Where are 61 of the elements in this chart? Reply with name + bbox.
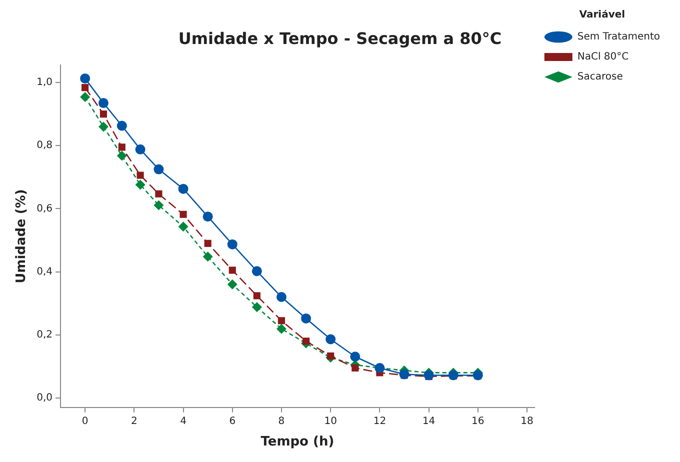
point (116, 120, 127, 131)
point (155, 190, 162, 198)
x-tick-label: 14 (422, 416, 436, 427)
point (352, 364, 359, 372)
x-tick-label: 4 (180, 416, 186, 427)
point (424, 370, 434, 380)
y-tick-label: 0,6 (36, 203, 53, 214)
y-tick-label: 0,2 (36, 329, 53, 340)
x-tick-label: 18 (520, 416, 534, 427)
chart-title: Umidade x Tempo - Secagem a 80°C (178, 28, 502, 48)
point (178, 222, 188, 232)
point (278, 317, 286, 324)
point (227, 239, 238, 250)
x-tick-label: 8 (278, 416, 285, 427)
y-tick-label: 0,0 (36, 392, 53, 404)
point (178, 184, 188, 194)
point (118, 144, 126, 151)
point (276, 292, 286, 302)
point (135, 180, 146, 190)
point (80, 73, 90, 84)
point (82, 84, 89, 92)
x-tick-label: 6 (229, 416, 236, 427)
point (135, 144, 146, 154)
x-tick-label: 12 (373, 416, 386, 427)
x-axis-title: Tempo (h) (260, 434, 334, 450)
point (252, 266, 262, 276)
point (100, 110, 108, 118)
point (350, 352, 360, 362)
point (202, 252, 213, 262)
x-tick-label: 10 (324, 416, 337, 427)
point (180, 210, 187, 218)
x-tick-label: 16 (472, 416, 484, 427)
point (326, 334, 336, 344)
point (228, 266, 236, 274)
x-tick-label: 2 (130, 416, 138, 427)
point (154, 164, 164, 174)
point (252, 302, 262, 312)
y-tick-label: 1,0 (36, 77, 53, 88)
legend-title: Variável (579, 10, 626, 21)
legend-label: NaCl 80°C (577, 52, 629, 63)
point (116, 150, 127, 161)
point (154, 200, 164, 210)
point (227, 279, 238, 290)
point (327, 352, 334, 360)
point (204, 240, 212, 247)
legend-label: Sem Tratamento (577, 32, 660, 43)
y-tick-label: 0,4 (36, 266, 53, 278)
point (399, 369, 410, 380)
x-tick-label: 0 (82, 416, 88, 427)
point (136, 172, 144, 179)
point (276, 324, 286, 334)
point (98, 98, 108, 108)
legend-label: Sacarose (577, 72, 623, 83)
point (98, 122, 108, 132)
point (301, 313, 312, 324)
y-tick-label: 0,8 (36, 140, 53, 152)
y-axis-title: Umidade (%) (14, 189, 30, 284)
point (202, 212, 213, 222)
point (302, 338, 310, 345)
point (80, 92, 90, 102)
point (253, 292, 260, 300)
